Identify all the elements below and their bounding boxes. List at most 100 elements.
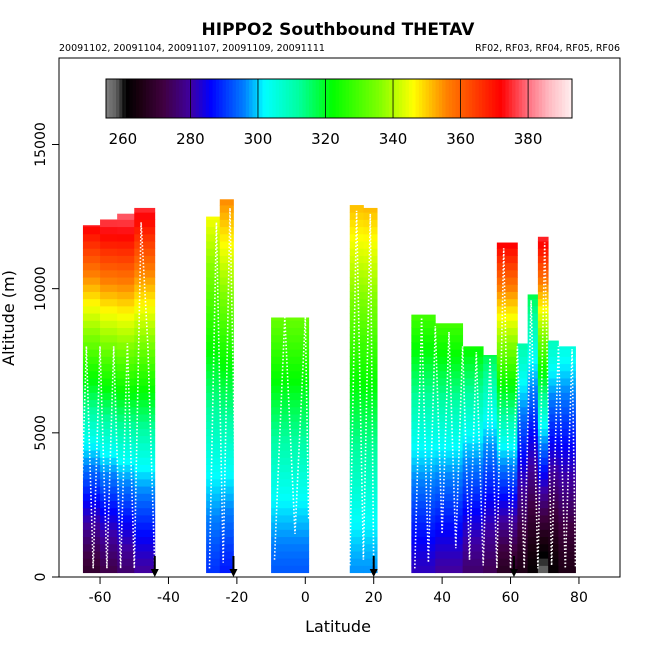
thetav-cell xyxy=(117,313,135,321)
thetav-cell xyxy=(363,342,378,350)
thetav-cell xyxy=(271,507,310,516)
thetav-cell xyxy=(206,442,221,451)
thetav-cell xyxy=(82,342,101,350)
thetav-cell xyxy=(496,356,518,365)
thetav-cell xyxy=(349,551,364,559)
thetav-cell xyxy=(134,241,156,249)
thetav-cell xyxy=(411,327,436,336)
thetav-cell xyxy=(537,421,549,429)
thetav-cell xyxy=(483,363,498,372)
colorbar-cell xyxy=(189,79,194,118)
thetav-cell xyxy=(206,334,221,343)
thetav-cell xyxy=(117,529,135,538)
colorbar-cell xyxy=(548,79,553,118)
thetav-cell xyxy=(517,428,529,437)
colorbar-cell xyxy=(229,79,233,118)
profile-column-17 xyxy=(548,340,559,574)
colorbar-cell xyxy=(205,79,210,118)
thetav-cell xyxy=(134,378,156,386)
thetav-cell xyxy=(82,529,101,538)
colorbar-cell xyxy=(195,79,200,118)
thetav-cell xyxy=(219,212,234,220)
thetav-cell xyxy=(349,471,364,480)
thetav-cell xyxy=(271,370,310,379)
thetav-cell xyxy=(271,342,310,350)
thetav-cell xyxy=(219,291,234,300)
thetav-cell xyxy=(271,406,310,415)
thetav-cell xyxy=(411,529,436,538)
thetav-cell xyxy=(100,442,118,451)
colorbar-cell xyxy=(412,79,417,118)
thetav-cell xyxy=(134,457,156,465)
thetav-cell xyxy=(349,378,364,386)
thetav-cell xyxy=(548,428,559,437)
thetav-cell xyxy=(349,212,364,220)
thetav-cell xyxy=(82,543,101,552)
thetav-cell xyxy=(82,334,101,343)
thetav-cell xyxy=(219,284,234,292)
thetav-cell xyxy=(134,406,156,415)
colorbar-cell xyxy=(252,79,257,118)
thetav-cell xyxy=(349,269,364,278)
thetav-cell xyxy=(134,327,156,336)
colorbar-cell xyxy=(325,79,330,118)
thetav-cell xyxy=(206,522,221,530)
thetav-cell xyxy=(363,450,378,458)
colorbar-cell xyxy=(125,79,130,118)
thetav-cell xyxy=(462,356,484,365)
profile-arrow-1 xyxy=(229,556,238,577)
thetav-cell xyxy=(82,226,101,235)
thetav-cell xyxy=(462,515,484,523)
x-tick-label: -60 xyxy=(89,590,112,606)
colorbar-cell xyxy=(149,79,154,118)
thetav-cell xyxy=(548,450,559,458)
thetav-cell xyxy=(117,428,135,437)
thetav-cell xyxy=(517,464,529,473)
colorbar-cell xyxy=(512,79,516,118)
thetav-cell xyxy=(548,378,559,386)
thetav-cell xyxy=(537,507,549,516)
profile-column-5 xyxy=(219,199,234,574)
thetav-cell xyxy=(435,406,464,415)
thetav-cell xyxy=(206,478,221,487)
thetav-cell xyxy=(206,269,221,278)
thetav-cell xyxy=(496,248,518,256)
thetav-cell xyxy=(271,515,310,523)
thetav-cell xyxy=(496,457,518,465)
thetav-cell xyxy=(483,522,498,530)
colorbar-cell xyxy=(552,79,556,118)
thetav-cell xyxy=(462,486,484,494)
colorbar-cell xyxy=(408,79,413,118)
thetav-cell xyxy=(517,471,529,480)
thetav-cell xyxy=(349,478,364,487)
thetav-cell xyxy=(527,349,539,357)
thetav-cell xyxy=(548,363,559,372)
thetav-cell xyxy=(82,291,101,300)
thetav-cell xyxy=(517,385,529,393)
thetav-cell xyxy=(527,294,539,300)
thetav-cell xyxy=(100,370,118,379)
colorbar-tick-label: 300 xyxy=(244,130,273,148)
thetav-cell xyxy=(219,421,234,429)
chart-subtitle-flights: RF02, RF03, RF04, RF05, RF06 xyxy=(475,43,620,54)
thetav-cell xyxy=(527,529,539,538)
thetav-cell xyxy=(117,414,135,422)
thetav-cell xyxy=(349,565,364,574)
thetav-cell xyxy=(496,269,518,278)
colorbar-tick-label: 320 xyxy=(311,130,340,148)
colorbar-cell xyxy=(365,79,370,118)
thetav-cell xyxy=(363,551,378,559)
thetav-cell xyxy=(517,349,529,357)
colorbar-cell xyxy=(192,79,197,118)
thetav-cell xyxy=(134,342,156,350)
colorbar-cell xyxy=(259,79,263,118)
y-tick-label: 10000 xyxy=(33,266,49,311)
thetav-cell xyxy=(363,334,378,343)
thetav-cell xyxy=(134,515,156,523)
arrow-head xyxy=(150,569,159,577)
thetav-cell xyxy=(117,493,135,501)
flight-track-1 xyxy=(208,207,238,569)
thetav-cell xyxy=(82,551,101,559)
thetav-cell xyxy=(435,370,464,379)
